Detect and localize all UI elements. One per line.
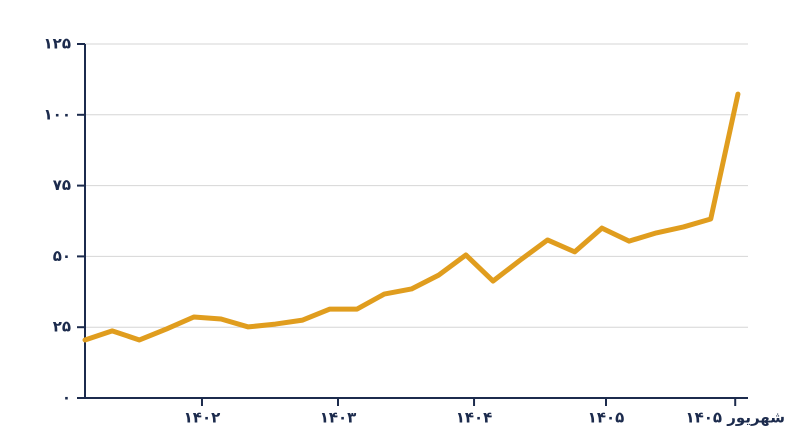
- x-tick-label: ۱۴۰۳: [320, 409, 357, 427]
- y-tick-label: ۰: [62, 389, 71, 407]
- y-tick-label: ۱۲۵: [44, 35, 71, 53]
- y-tick-label: ۲۵: [53, 318, 71, 336]
- x-tick-label: ۱۴۰۲: [184, 409, 221, 427]
- y-tick-label: ۵۰: [53, 247, 71, 265]
- x-tick-label: ۱۴۰۴: [456, 409, 493, 427]
- data-line: [82, 91, 741, 343]
- y-tick-label: ۷۵: [53, 176, 71, 194]
- x-tick-label: ۱۴۰۵: [588, 409, 625, 427]
- y-tick-label: ۱۰۰: [44, 105, 71, 123]
- x-tick-label: شهریور ۱۴۰۵: [685, 409, 785, 427]
